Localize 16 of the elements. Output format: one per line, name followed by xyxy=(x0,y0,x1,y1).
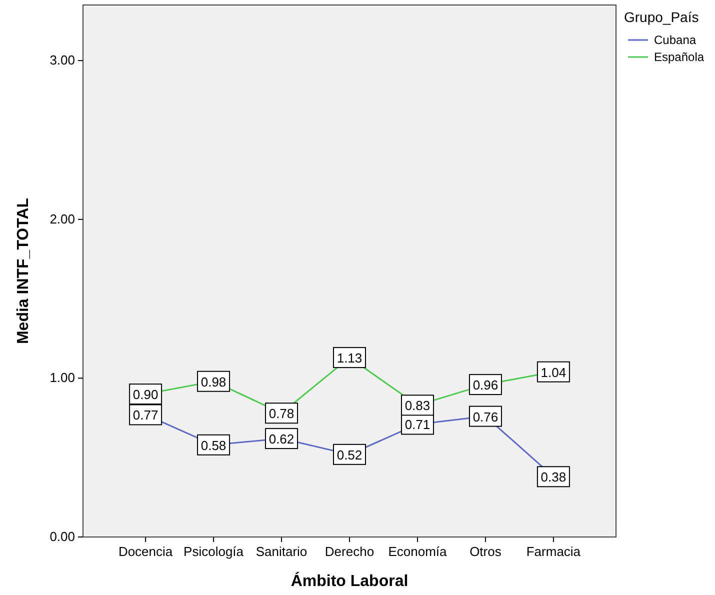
x-tick-label: Docencia xyxy=(118,544,174,559)
x-axis-title: Ámbito Laboral xyxy=(290,571,408,590)
y-tick-label: 2.00 xyxy=(50,211,75,226)
x-tick-label: Economía xyxy=(388,544,448,559)
y-tick-label: 1.00 xyxy=(50,370,75,386)
x-tick-label: Sanitario xyxy=(256,544,308,559)
y-tick-label: 3.00 xyxy=(50,52,75,68)
x-tick-label: Psicología xyxy=(184,544,244,559)
x-tick-label: Derecho xyxy=(324,544,374,559)
legend-label: Española xyxy=(654,50,704,64)
y-tick-label: 0.00 xyxy=(50,529,75,544)
legend-label: Cubana xyxy=(654,33,696,47)
legend-title: Grupo_País xyxy=(624,9,699,25)
x-tick-label: Farmacia xyxy=(526,544,582,559)
x-tick-label: Otros xyxy=(470,544,502,559)
y-axis-title: Media INTF_TOTAL xyxy=(15,198,32,344)
